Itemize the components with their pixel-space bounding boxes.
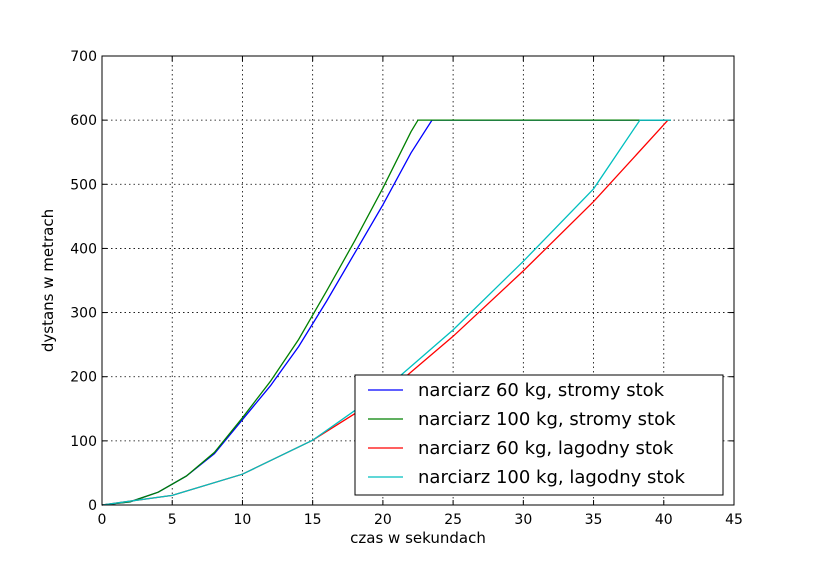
series-line (101, 119, 671, 506)
y-tick-label: 500 (70, 177, 97, 193)
y-tick-label: 0 (88, 498, 97, 514)
y-tick-label: 600 (70, 113, 97, 129)
legend-entry-label: narciarz 60 kg, lagodny stok (418, 438, 674, 459)
y-axis-label: dystans w metrach (39, 209, 57, 352)
plot-frame (101, 55, 735, 506)
x-tick-label: 30 (514, 512, 532, 528)
x-tick-label: 25 (444, 512, 462, 528)
x-axis-label: czas w sekundach (350, 529, 486, 547)
x-tick-label: 15 (304, 512, 322, 528)
x-tick-label: 10 (234, 512, 252, 528)
x-tick-label: 0 (98, 512, 107, 528)
legend: narciarz 60 kg, stromy stok narciarz 100 … (354, 374, 724, 496)
axis-ticks: 0 5 10 15 20 25 30 35 40 45 0 100 200 300 400 500 600 700 (70, 49, 743, 528)
series-lines (101, 119, 671, 506)
x-tick-label: 35 (585, 512, 603, 528)
x-tick-label: 45 (725, 512, 743, 528)
legend-box (354, 374, 724, 496)
x-tick-label: 20 (374, 512, 392, 528)
legend-entry-label: narciarz 100 kg, lagodny stok (418, 467, 685, 488)
x-tick-label: 40 (655, 512, 673, 528)
legend-entry-label: narciarz 100 kg, stromy stok (418, 409, 676, 430)
y-tick-label: 700 (70, 49, 97, 65)
y-tick-label: 200 (70, 370, 97, 386)
y-tick-label: 100 (70, 434, 97, 450)
y-tick-label: 400 (70, 241, 97, 257)
series-line (101, 119, 671, 506)
legend-entry-label: narciarz 60 kg, stromy stok (418, 380, 665, 401)
x-tick-label: 5 (168, 512, 177, 528)
y-tick-label: 300 (70, 306, 97, 322)
